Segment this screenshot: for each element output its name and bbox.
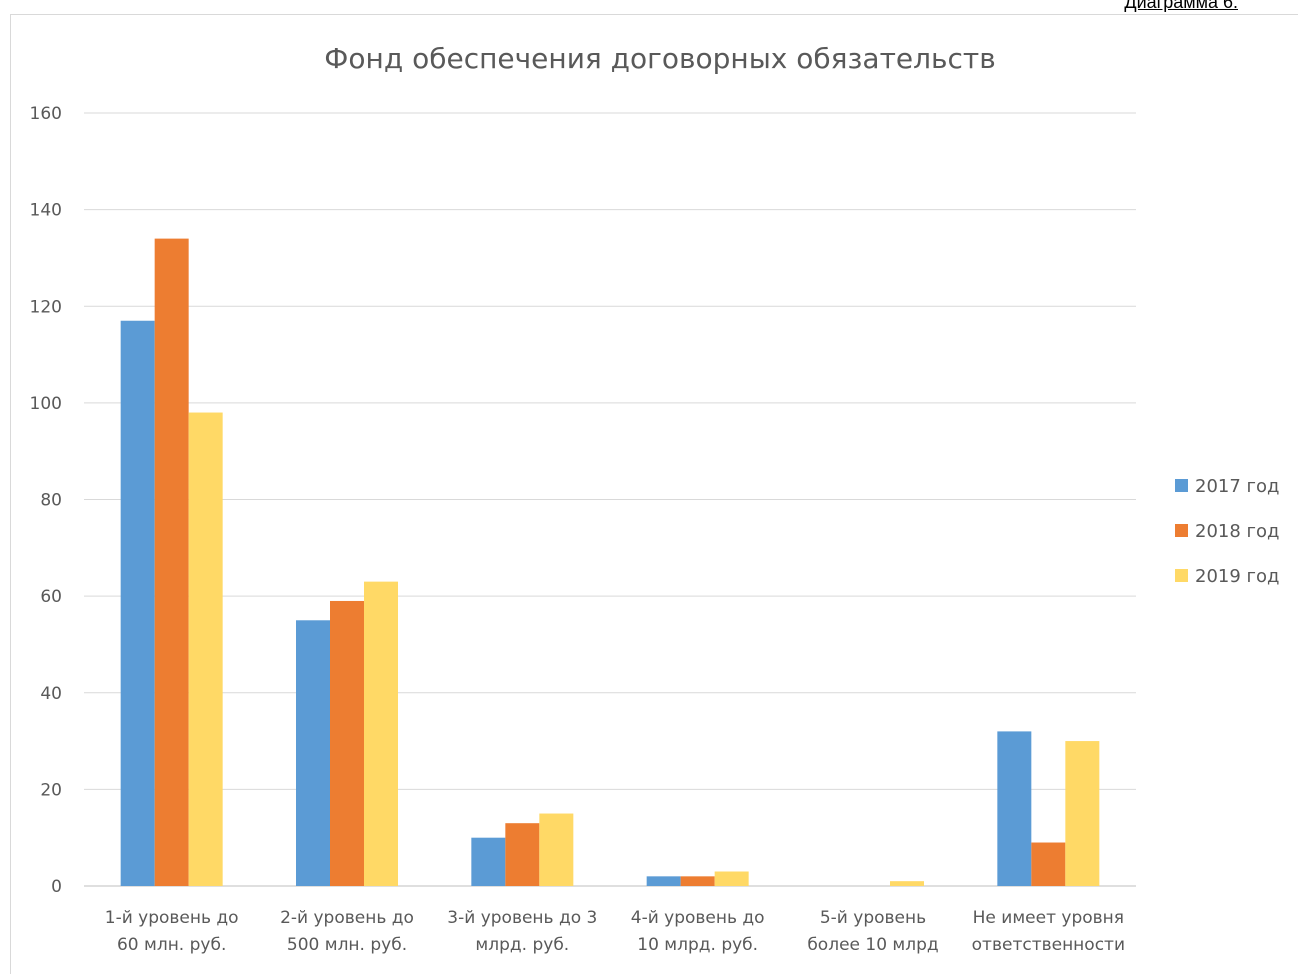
x-category-label: 2-й уровень до 500 млн. руб. xyxy=(280,908,414,955)
chart-title: Фонд обеспечения договорных обязательств xyxy=(324,42,995,75)
x-category-label-line: 5-й уровень xyxy=(820,908,926,928)
grid-layer xyxy=(84,112,1136,887)
x-category-label: Не имеет уровня ответственности xyxy=(972,908,1125,955)
y-tick-label: 40 xyxy=(40,684,62,704)
y-tick-label: 60 xyxy=(40,587,62,607)
bar-2017-год-cat-4 xyxy=(646,876,681,886)
corner-label: Диаграмма 6. xyxy=(1124,0,1238,12)
bar-2018-год-cat-1 xyxy=(154,238,189,887)
bar-2018-год-cat-6 xyxy=(1031,842,1066,886)
legend-label: 2017 год xyxy=(1195,476,1279,497)
x-axis-categories: 1-й уровень до 60 млн. руб. 2-й уровень до… xyxy=(105,908,1125,955)
legend-label: 2018 год xyxy=(1195,521,1279,542)
bar-2019-год-cat-2 xyxy=(364,581,398,886)
bar-2017-год-cat-3 xyxy=(471,837,506,886)
legend-label: 2019 год xyxy=(1195,566,1279,587)
x-category-label-line: 500 млн. руб. xyxy=(287,935,407,955)
y-tick-label: 20 xyxy=(40,780,62,800)
x-category-label-line: 2-й уровень до xyxy=(280,908,414,928)
x-category-label-line: 60 млн. руб. xyxy=(117,935,226,955)
bar-2018-год-cat-4 xyxy=(680,876,715,886)
y-tick-label: 140 xyxy=(30,201,62,221)
bars-layer xyxy=(120,238,1100,887)
bar-2019-год-cat-6 xyxy=(1065,741,1100,886)
x-category-label-line: Не имеет уровня xyxy=(973,908,1124,928)
bar-2019-год-cat-3 xyxy=(539,813,574,886)
x-category-label-line: 3-й уровень до 3 xyxy=(447,908,597,928)
x-category-label: 1-й уровень до 60 млн. руб. xyxy=(105,908,239,955)
bar-2017-год-cat-2 xyxy=(296,620,330,886)
x-category-label: 4-й уровень до 10 млрд. руб. xyxy=(631,908,765,955)
y-tick-label: 80 xyxy=(40,491,62,511)
x-category-label: 3-й уровень до 3 млрд. руб. xyxy=(447,908,597,955)
y-tick-label: 100 xyxy=(30,394,62,414)
x-category-label-line: 4-й уровень до xyxy=(631,908,765,928)
y-tick-label: 120 xyxy=(30,297,62,317)
x-category-label-line: млрд. руб. xyxy=(475,935,569,955)
bar-2019-год-cat-1 xyxy=(188,412,223,886)
chart-frame xyxy=(10,14,1298,974)
bar-2017-год-cat-1 xyxy=(120,320,155,886)
legend-swatch xyxy=(1175,479,1188,492)
x-category-label-line: 10 млрд. руб. xyxy=(637,935,758,955)
y-axis-ticks: 0 20 40 60 80 100 120 140 160 xyxy=(30,104,62,897)
x-category-label-line: ответственности xyxy=(972,935,1125,955)
legend: 2017 год 2018 год 2019 год xyxy=(1175,476,1279,587)
x-category-label: 5-й уровень более 10 млрд xyxy=(807,908,938,955)
bar-2018-год-cat-3 xyxy=(505,823,540,886)
x-category-label-line: 1-й уровень до xyxy=(105,908,239,928)
bar-2017-год-cat-6 xyxy=(997,731,1032,886)
legend-swatch xyxy=(1175,524,1188,537)
y-tick-label: 160 xyxy=(30,104,62,124)
bar-2018-год-cat-2 xyxy=(330,600,364,886)
y-tick-label: 0 xyxy=(51,877,62,897)
x-category-label-line: более 10 млрд xyxy=(807,935,938,955)
bar-2019-год-cat-4 xyxy=(714,871,749,886)
bar-2019-год-cat-5 xyxy=(890,881,924,886)
legend-swatch xyxy=(1175,569,1188,582)
